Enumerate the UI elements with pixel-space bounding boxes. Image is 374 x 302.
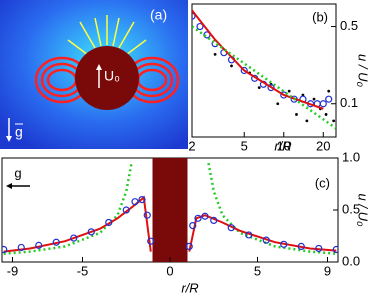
- plot-c: [2, 158, 338, 262]
- panel-label: (a): [150, 7, 167, 23]
- arrow-head: [6, 183, 12, 189]
- arrow-head: [96, 64, 102, 70]
- scatter-dot: [305, 119, 309, 123]
- data-point: [122, 206, 130, 214]
- data-point: [147, 237, 155, 245]
- data-point: [297, 242, 305, 250]
- data-point: [87, 228, 95, 236]
- data-point: [196, 22, 204, 31]
- data-point: [143, 211, 151, 219]
- scatter-dot: [230, 64, 233, 68]
- data-point: [201, 212, 209, 220]
- arrow-head: [6, 136, 12, 142]
- data-point: [319, 100, 327, 108]
- data-point: [192, 12, 196, 20]
- data-point: [227, 224, 235, 232]
- scatter-dot: [332, 119, 336, 123]
- x-tick-label: 10: [277, 138, 291, 153]
- x-tick-label: 2: [188, 138, 195, 153]
- gravity-label: g: [14, 165, 21, 180]
- y-tick-label: 0.5: [340, 18, 358, 33]
- y-tick-label: 0.1: [340, 95, 358, 110]
- scatter-dot: [312, 97, 316, 101]
- data-point: [131, 198, 139, 206]
- data-point: [240, 66, 248, 75]
- data-point: [325, 95, 333, 103]
- data-point: [105, 218, 113, 227]
- scatter-dot: [324, 113, 328, 116]
- gravity-label: g: [15, 124, 23, 140]
- data-point: [203, 31, 211, 39]
- y-tick-label: 0.5: [342, 201, 360, 216]
- panel-label: (c): [315, 175, 330, 190]
- data-point: [185, 242, 193, 250]
- data-point: [70, 234, 78, 242]
- data-point: [138, 196, 146, 204]
- data-point: [267, 84, 275, 92]
- data-point: [332, 245, 338, 254]
- data-point: [17, 243, 25, 252]
- x-tick-label: -9: [7, 263, 19, 278]
- x-tick-label: 5: [241, 138, 248, 153]
- series-line: [192, 9, 324, 110]
- axes: 2 5 10 20 0.1 0.5 (b) r/R u / U₀ -9 -5 0 5 9 0.0 0.5 1.0…: [6, 9, 371, 295]
- frame-b: [191, 3, 337, 138]
- scatter-dot: [327, 89, 331, 93]
- data-point: [52, 238, 60, 246]
- data-point: [262, 236, 270, 244]
- plot-b: [192, 9, 336, 130]
- x-tick-label: 9: [324, 263, 331, 278]
- data-point: [189, 222, 197, 230]
- y-tick-label: 1.0: [342, 149, 360, 164]
- panel-a: U₀ (a) g: [0, 0, 188, 149]
- velocity-label: U₀: [104, 68, 120, 84]
- x-axis-label: r/R: [274, 138, 291, 153]
- y-axis-label: u / U₀: [356, 54, 371, 87]
- x-tick-label: 5: [254, 263, 261, 278]
- y-tick-label: 0.0: [342, 253, 360, 268]
- data-point: [35, 241, 43, 249]
- sphere: [75, 46, 139, 110]
- velocity-arrows: [67, 15, 147, 56]
- data-point: [194, 214, 202, 222]
- scatter-dot: [213, 52, 217, 56]
- y-axis-label: u / U₀: [356, 194, 371, 227]
- scatter-dot: [295, 113, 298, 116]
- obstacle: [152, 158, 188, 262]
- x-tick-label: 0: [166, 263, 173, 278]
- scatter-dot: [257, 86, 261, 90]
- data-point: [210, 216, 218, 224]
- data-point: [2, 245, 8, 254]
- panel-label: (b): [312, 9, 328, 24]
- series-line: [3, 162, 337, 255]
- scatter-dot: [276, 102, 280, 106]
- x-tick-label: 20: [316, 138, 330, 153]
- scatter-dot: [301, 93, 305, 97]
- x-axis-label: r/R: [181, 280, 198, 295]
- data-point: [245, 231, 253, 239]
- data-point: [280, 240, 288, 248]
- data-point: [315, 244, 323, 253]
- scatter-dot: [287, 89, 291, 93]
- x-tick-label: -5: [77, 263, 89, 278]
- series-line: [192, 25, 336, 130]
